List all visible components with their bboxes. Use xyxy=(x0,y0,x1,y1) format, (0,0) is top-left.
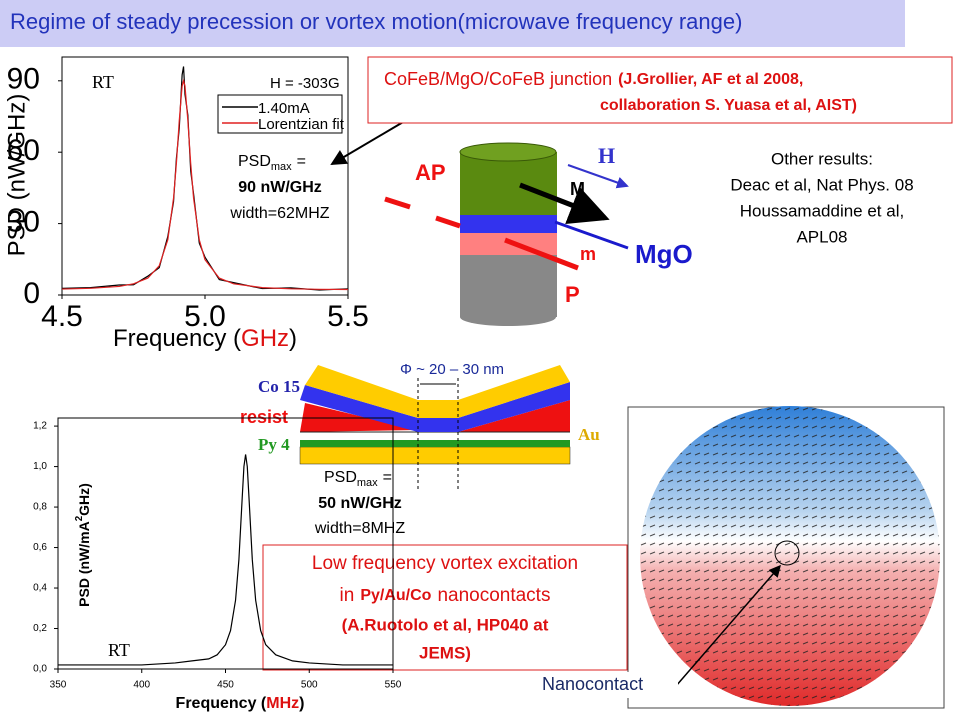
note-part: in xyxy=(340,585,355,606)
x-tick-label: 550 xyxy=(385,680,402,691)
y-tick-label: 0 xyxy=(23,277,40,310)
series-line xyxy=(58,454,393,666)
y-tick-label: 0,0 xyxy=(33,664,47,675)
y-tick-label: 1,0 xyxy=(33,461,47,472)
ap-arrow xyxy=(384,196,411,210)
x-axis-label: Frequency (MHz) xyxy=(176,695,305,712)
mgo-label: MgO xyxy=(635,239,693,269)
ap-dash xyxy=(435,215,461,229)
nanocontact-label: Nanocontact xyxy=(542,674,643,694)
nanocontact-circle xyxy=(774,540,800,566)
psd-eq: = xyxy=(383,469,392,486)
vortex-note-box xyxy=(262,544,628,671)
psd: PSD xyxy=(238,153,271,170)
y-tick-label: 0,2 xyxy=(33,623,47,634)
series-line xyxy=(61,78,349,291)
y-tick-label: 0,8 xyxy=(33,502,47,513)
p-arrow xyxy=(504,237,579,271)
x-tick-label: 5.0 xyxy=(184,300,226,333)
annotation: RT xyxy=(108,640,130,660)
y-tick-label: 1,2 xyxy=(33,421,47,432)
legend-label: Lorentzian fit xyxy=(258,116,345,133)
junction-title: CoFeB/MgO/CoFeB junction (J.Grollier, AF … xyxy=(384,69,803,89)
psd-sub: max xyxy=(271,161,292,173)
y-label-part: 2 xyxy=(74,515,85,521)
psd-value: 90 nW/GHz xyxy=(238,179,322,196)
m-arrow xyxy=(519,182,610,224)
layer-label: Py 4 xyxy=(258,435,290,454)
h-label: H xyxy=(598,143,615,168)
note-line: in Py/Au/Co nanocontacts xyxy=(340,585,551,606)
note-line: Low frequency vortex excitation xyxy=(312,553,578,574)
m-label: M xyxy=(570,179,585,199)
y-tick-label: 0,4 xyxy=(33,583,47,594)
x-axis-label: Frequency (GHz) xyxy=(113,325,297,352)
pointer-arrow xyxy=(330,117,411,166)
x-tick-label: 4.5 xyxy=(41,300,83,333)
x-tick-label: 5.5 xyxy=(327,300,369,333)
x-label-part: Frequency ( xyxy=(176,695,267,712)
layer-label: Co 15 xyxy=(258,377,300,396)
nanocontact-stack xyxy=(299,365,571,492)
y-axis-label: PSD (nW/mA2GHz) xyxy=(74,483,92,607)
y-label-part: PSD (nW/mA xyxy=(76,521,92,607)
x-label-part: Frequency ( xyxy=(113,325,241,352)
psd-label: PSDmax = xyxy=(238,153,306,173)
x-tick-label: 450 xyxy=(217,680,234,691)
layer-label: Au xyxy=(578,425,600,444)
psd-label: PSDmax = xyxy=(324,469,392,489)
junction-ref: collaboration S. Yuasa et al, AIST) xyxy=(600,97,857,114)
note-ref: JEMS) xyxy=(419,643,471,662)
slide-title: Regime of steady precession or vortex mo… xyxy=(10,9,742,34)
label-bg xyxy=(538,672,678,698)
y-tick-label: 30 xyxy=(7,206,40,239)
p-label: P xyxy=(565,282,580,307)
x-tick-label: 400 xyxy=(133,680,150,691)
junction-stack xyxy=(459,142,557,326)
junction-box xyxy=(367,56,953,124)
junction-ref: (J.Grollier, AF et al 2008, xyxy=(618,71,803,88)
annotation: H = -303G xyxy=(270,75,340,92)
title-bar xyxy=(0,0,905,47)
other-results-line: APL08 xyxy=(796,227,847,246)
vortex-arrows xyxy=(640,406,940,706)
layer-label: resist xyxy=(240,407,288,427)
psd-width: width=8MHZ xyxy=(314,520,405,537)
psd-sub: max xyxy=(357,477,378,489)
psd-eq: = xyxy=(297,153,306,170)
note-ref: (A.Ruotolo et al, HP040 at xyxy=(342,615,549,634)
x-label-part: ) xyxy=(289,325,297,352)
series-line xyxy=(61,66,349,291)
m-small-label: m xyxy=(580,244,596,264)
legend-box xyxy=(217,94,343,134)
y-tick-label: 0,6 xyxy=(33,542,47,553)
x-label-part: ) xyxy=(299,695,304,712)
ap-label: AP xyxy=(415,160,446,185)
y-axis-label: PSD (nW/GHz) xyxy=(3,94,30,257)
note-part: nanocontacts xyxy=(437,585,550,606)
nanocontact-arrow xyxy=(675,564,781,687)
legend-label: 1.40mA xyxy=(258,100,310,117)
x-tick-label: 500 xyxy=(301,680,318,691)
other-results: Other results: Deac et al, Nat Phys. 08 … xyxy=(730,149,913,246)
other-results-line: Deac et al, Nat Phys. 08 xyxy=(730,175,913,194)
junction-name: CoFeB/MgO/CoFeB junction xyxy=(384,69,612,89)
other-results-line: Other results: xyxy=(771,149,873,168)
annotation: RT xyxy=(92,72,114,92)
x-tick-label: 350 xyxy=(50,680,67,691)
x-label-part: GHz xyxy=(241,325,289,352)
x-label-part: MHz xyxy=(266,695,299,712)
other-results-line: Houssamaddine et al, xyxy=(740,201,904,220)
y-tick-label: 60 xyxy=(7,134,40,167)
note-part: Py/Au/Co xyxy=(360,587,431,604)
h-arrow xyxy=(567,164,629,189)
y-tick-label: 90 xyxy=(7,63,40,96)
psd-width: width=62MHZ xyxy=(229,205,329,222)
y-label-part: GHz) xyxy=(76,483,92,516)
psd-value: 50 nW/GHz xyxy=(318,495,402,512)
psd: PSD xyxy=(324,469,357,486)
mgo-line xyxy=(554,220,629,250)
size-label: Φ ~ 20 – 30 nm xyxy=(400,361,504,378)
